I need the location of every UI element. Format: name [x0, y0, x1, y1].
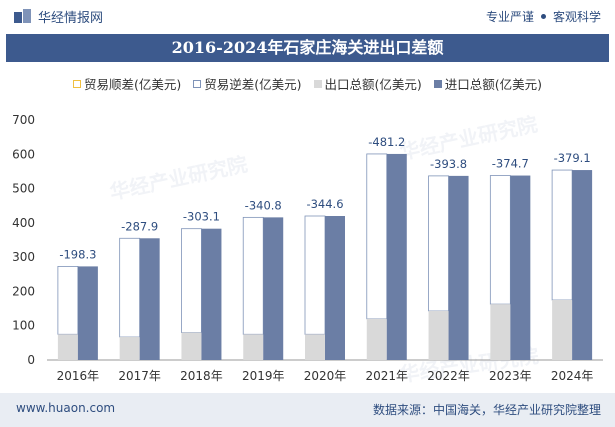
- slogan-right: 客观科学: [552, 10, 601, 24]
- logo-icon: [14, 8, 31, 23]
- export-bar: [552, 300, 573, 360]
- x-tick-label: 2016年: [57, 369, 100, 383]
- x-tick-label: 2017年: [118, 369, 161, 383]
- import-bar: [510, 175, 531, 360]
- footer-source: 数据来源：中国海关，华经产业研究院整理: [372, 403, 601, 417]
- legend-item-import: 进口总额(亿美元): [433, 74, 543, 93]
- legend-item-surplus: 贸易顺差(亿美元): [72, 74, 182, 93]
- export-bar: [181, 332, 202, 360]
- watermark-text: 华经产业研究院: [108, 152, 250, 205]
- deficit-value-label: -379.1: [554, 151, 591, 165]
- legend-swatch-export: [313, 79, 322, 88]
- deficit-value-label: -340.8: [245, 198, 282, 212]
- y-tick-label: 200: [12, 284, 35, 298]
- y-tick-label: 700: [12, 113, 35, 127]
- export-bar: [57, 334, 78, 360]
- legend-label-surplus: 贸易顺差(亿美元): [83, 77, 182, 92]
- legend-item-export: 出口总额(亿美元): [313, 74, 422, 93]
- y-tick-label: 0: [27, 353, 35, 367]
- deficit-bar: [551, 169, 573, 301]
- deficit-value-label: -303.1: [183, 210, 220, 224]
- deficit-bar: [428, 175, 449, 312]
- export-bar: [490, 304, 511, 360]
- export-bar: [305, 334, 325, 360]
- x-tick-label: 2018年: [180, 369, 223, 383]
- export-bar: [243, 334, 264, 360]
- deficit-bar: [366, 153, 388, 320]
- deficit-bar: [181, 228, 202, 333]
- deficit-value-label: -374.7: [492, 157, 529, 171]
- import-bar: [572, 170, 593, 360]
- y-tick-label: 400: [12, 216, 35, 230]
- x-tick-label: 2019年: [242, 369, 285, 383]
- deficit-bar: [57, 265, 79, 335]
- chart-title: 2016-2024年石家庄海关进出口差额: [6, 34, 609, 62]
- footer-website[interactable]: www.huaon.com: [16, 401, 116, 415]
- import-bar: [386, 153, 407, 360]
- legend-swatch-surplus: [72, 79, 81, 88]
- deficit-bar: [489, 175, 511, 305]
- legend-label-deficit: 贸易逆差(亿美元): [204, 77, 302, 92]
- import-bar: [139, 238, 160, 360]
- y-tick-label: 500: [12, 182, 35, 196]
- legend-swatch-deficit: [193, 79, 202, 88]
- brand[interactable]: 华经情报网: [14, 7, 103, 26]
- dot-icon: [540, 14, 546, 19]
- y-tick-label: 300: [12, 250, 35, 264]
- deficit-value-label: -344.6: [306, 197, 343, 211]
- deficit-value-label: -198.3: [59, 247, 96, 261]
- import-bar: [448, 175, 469, 360]
- x-tick-label: 2024年: [551, 369, 594, 383]
- export-bar: [366, 318, 387, 360]
- top-header: 华经情报网 专业严谨 客观科学: [0, 0, 615, 33]
- x-tick-label: 2022年: [427, 369, 470, 383]
- x-tick-label: 2021年: [366, 369, 409, 383]
- slogan: 专业严谨 客观科学: [486, 8, 601, 25]
- legend-item-deficit: 贸易逆差(亿美元): [193, 74, 302, 93]
- import-bar: [201, 228, 222, 360]
- legend-swatch-import: [433, 79, 442, 88]
- legend-label-export: 出口总额(亿美元): [324, 77, 422, 92]
- export-bar: [119, 337, 140, 360]
- deficit-value-label: -393.8: [430, 157, 467, 171]
- deficit-value-label: -481.2: [368, 135, 405, 149]
- import-bar: [77, 266, 98, 360]
- footer: www.huaon.com 数据来源：中国海关，华经产业研究院整理: [0, 393, 615, 427]
- slogan-left: 专业严谨: [485, 10, 534, 24]
- deficit-bar: [242, 216, 264, 335]
- x-tick-label: 2020年: [304, 369, 347, 383]
- import-bar: [325, 216, 345, 360]
- brand-name: 华经情报网: [38, 11, 104, 26]
- legend-label-import: 进口总额(亿美元): [444, 77, 543, 92]
- y-tick-label: 100: [12, 319, 35, 333]
- import-bar: [263, 217, 284, 360]
- x-tick-label: 2023年: [489, 369, 532, 383]
- deficit-bar: [304, 215, 326, 335]
- deficit-value-label: -287.9: [121, 219, 158, 233]
- chart-legend: 贸易顺差(亿美元) 贸易逆差(亿美元) 出口总额(亿美元) 进口总额(亿美元): [0, 74, 615, 93]
- y-tick-label: 600: [12, 147, 35, 161]
- export-bar: [428, 310, 449, 360]
- deficit-bar: [119, 237, 141, 338]
